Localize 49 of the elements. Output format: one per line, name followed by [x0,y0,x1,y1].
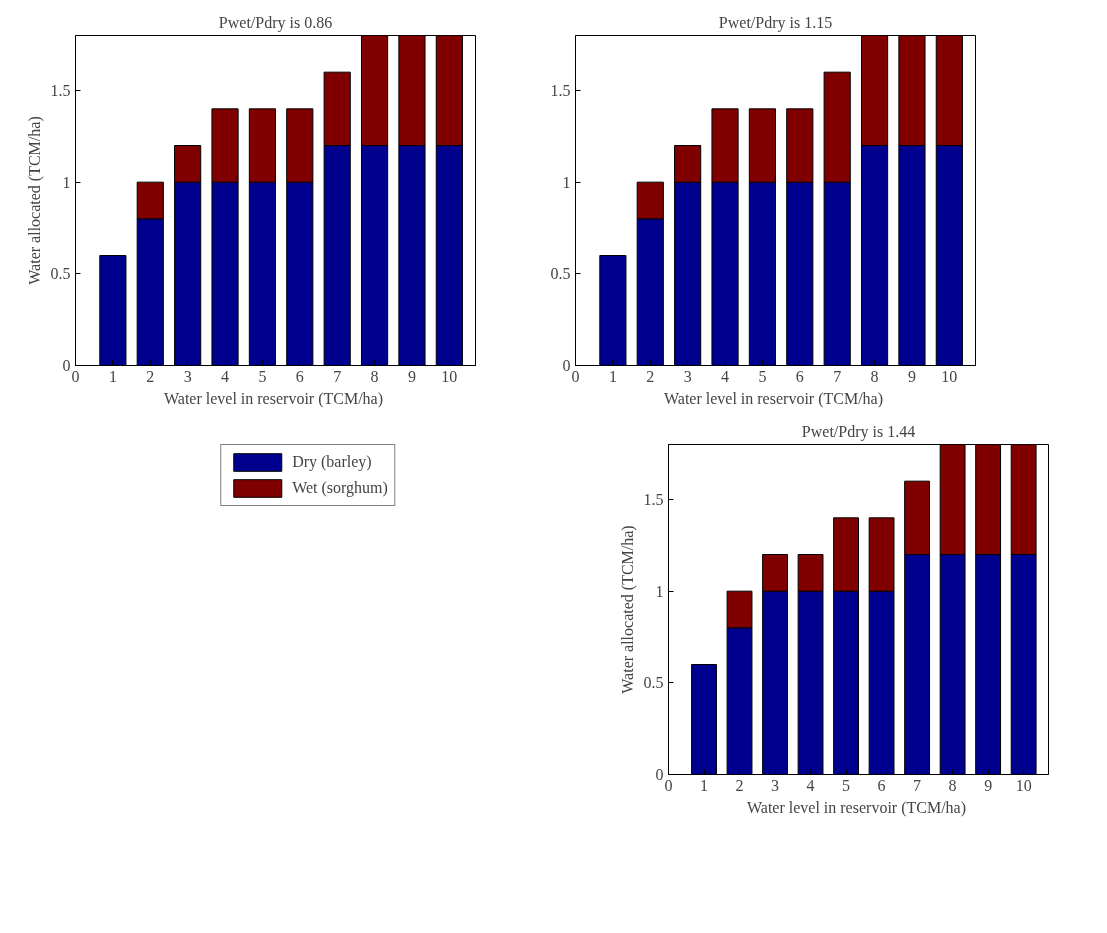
x-tick-label: 1 [608,367,617,385]
x-tick-label: 3 [771,776,780,794]
x-tick-label: 6 [795,367,804,385]
x-tick-label: 8 [870,367,879,385]
x-tick-label: 2 [646,367,655,385]
y-tick-label: 1.5 [550,82,571,99]
y-axis-title: Water allocated (TCM/ha) [25,116,44,285]
x-tick-label: 3 [183,367,192,385]
y-tick-label: 1 [655,582,664,600]
legend-label: Wet (sorghum) [292,479,388,497]
x-tick-label: 10 [441,367,458,385]
x-axis-title: Water level in reservoir (TCM/ha) [163,389,384,408]
x-tick-label: 4 [221,367,230,385]
x-axis-title: Water level in reservoir (TCM/ha) [746,798,967,817]
x-tick-label: 7 [333,367,342,385]
x-tick-label: 4 [806,776,815,794]
x-tick-label: 10 [941,367,958,385]
x-tick-label: 10 [1015,776,1032,794]
chart-title: Pwet/Pdry is 1.15 [718,13,833,32]
chart-title: Pwet/Pdry is 0.86 [218,13,333,32]
x-tick-label: 7 [913,776,922,794]
legend-label: Dry (barley) [292,453,372,471]
x-tick-label: 1 [700,776,709,794]
y-tick-label: 0.5 [550,265,571,283]
y-tick-label: 1 [562,173,571,191]
y-tick-label: 0.5 [643,674,664,692]
x-tick-label: 4 [721,367,730,385]
y-tick-label: 1.5 [643,491,664,508]
x-tick-label: 8 [370,367,379,385]
x-tick-label: 5 [842,776,851,794]
x-tick-label: 1 [108,367,117,385]
x-tick-label: 8 [948,776,957,794]
chart-title: Pwet/Pdry is 1.44 [801,422,916,441]
y-tick-label: 1 [62,173,71,191]
y-tick-label: 1.5 [50,82,71,99]
x-tick-label: 6 [295,367,304,385]
x-tick-label: 5 [258,367,267,385]
x-tick-label: 7 [833,367,842,385]
x-tick-label: 9 [984,776,993,794]
x-tick-label: 6 [877,776,886,794]
x-axis-title: Water level in reservoir (TCM/ha) [663,389,884,408]
x-tick-label: 9 [407,367,416,385]
x-tick-label: 5 [758,367,767,385]
x-tick-label: 2 [735,776,744,794]
x-tick-label: 3 [683,367,692,385]
y-tick-label: 0.5 [50,265,71,283]
x-tick-label: 2 [146,367,155,385]
x-tick-label: 9 [907,367,916,385]
y-axis-title: Water allocated (TCM/ha) [618,525,637,694]
